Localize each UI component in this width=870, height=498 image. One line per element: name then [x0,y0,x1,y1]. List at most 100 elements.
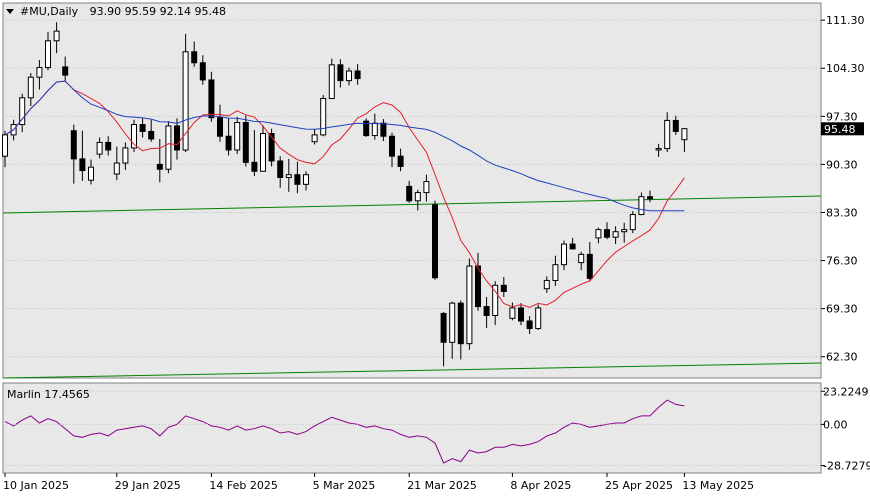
candle [432,200,438,280]
candle [96,137,103,159]
candle-body [148,130,155,140]
candle-body [586,253,593,279]
chart-title: #MU,Daily 93.90 95.59 92.14 95.48 [20,5,226,18]
candle [672,115,679,135]
candle-body [535,307,542,330]
candles [2,22,688,367]
indicator-label: Marlin 17.4565 [7,388,90,401]
candle [449,301,456,359]
trendline[interactable] [2,362,822,379]
candle [612,226,619,245]
candle-body [423,181,430,194]
candle [182,33,189,153]
candle [148,119,155,142]
time-tick-label: 5 Mar 2025 [313,479,376,492]
indicator-tick-label: 23.2249 [823,385,869,398]
candle [526,316,533,335]
candle [569,237,576,250]
candle-body [354,70,361,80]
time-tick-label: 8 Apr 2025 [510,479,571,492]
candle [251,130,258,177]
time-tick-label: 14 Feb 2025 [209,479,277,492]
candle-body [311,134,318,143]
marlin-line [4,399,685,464]
candle [53,22,60,54]
price-grid [3,19,821,358]
trendlines[interactable] [2,195,822,379]
candle-body [672,119,679,132]
candle [303,171,309,191]
candle [311,129,318,145]
candle-body [122,147,129,164]
candle-body [466,265,473,345]
candle [277,156,284,188]
candle-body [475,265,481,308]
candle [62,56,69,82]
candle-body [509,307,516,319]
candle-body [681,128,688,141]
price-tick-label: 69.30 [826,303,858,316]
candle-body [53,30,60,42]
svg-text:95.48: 95.48 [824,123,856,136]
candle [595,227,602,244]
candle [79,130,86,181]
candle-body [638,196,645,216]
candle-body [217,117,223,137]
indicator-tick-label: 0.00 [823,418,848,431]
candle-body [569,243,576,250]
candle-body [208,79,215,119]
candle [139,117,146,138]
candle-body [96,141,103,155]
candle-body [449,302,456,343]
candle-body [500,284,507,292]
indicator-axis: 23.2249 0.00 -28.7279 [3,385,870,472]
time-tick-label: 29 Jan 2025 [115,479,181,492]
candle [681,128,688,153]
candle [552,255,559,286]
candle [346,67,352,86]
candle [363,118,370,137]
candle [19,93,26,133]
candle-body [260,132,266,172]
candle-body [440,312,447,343]
time-tick-label: 21 Mar 2025 [407,479,477,492]
candle-body [277,160,284,178]
candle [586,242,593,282]
candle [122,142,129,170]
candle [156,138,163,183]
candle [629,211,636,234]
candle [88,159,94,185]
candle [423,174,430,202]
candle-body [647,196,653,200]
candle [36,60,43,90]
candle [457,300,464,360]
candle [414,189,421,211]
candle-body [242,122,249,163]
candle [234,117,241,155]
candle [664,112,671,153]
candle-body [19,97,26,126]
dropdown-triangle-icon[interactable] [6,9,14,14]
candle [397,148,404,172]
candle [655,143,662,157]
candle [354,64,361,85]
candle-body [165,125,172,170]
candle-body [36,67,43,78]
price-tick-label: 104.30 [826,62,865,75]
candle [260,125,266,172]
candle-body [45,40,51,69]
candle [483,296,490,328]
candle-body [346,70,352,82]
candle-body [543,279,550,290]
price-axis: 111.30 104.30 97.30 90.30 83.30 76.30 69.30 62.… [821,14,865,364]
candle [165,121,172,174]
candle-body [27,76,34,99]
candle [242,115,249,167]
candle [647,190,653,203]
candle-body [457,302,464,345]
trendline[interactable] [2,195,822,214]
indicator-pane[interactable] [2,382,822,474]
candle [492,281,499,326]
